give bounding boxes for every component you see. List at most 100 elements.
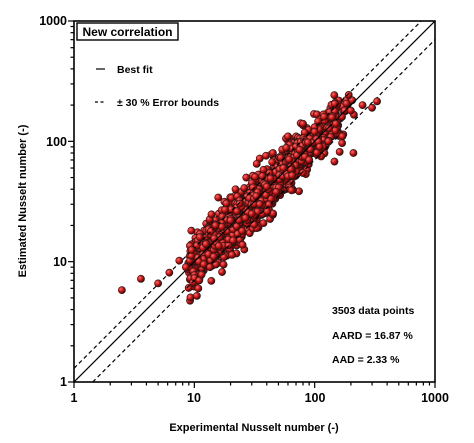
data-point	[368, 103, 376, 112]
data-point	[330, 91, 339, 100]
data-point	[259, 219, 268, 228]
data-point	[181, 263, 190, 272]
axis-ticks	[68, 20, 436, 388]
data-point	[137, 274, 145, 283]
data-points	[117, 97, 381, 300]
x-axis-label: Experimental Nusselt number (-)	[169, 422, 339, 434]
data-point	[242, 173, 251, 182]
plot-frame	[73, 20, 436, 383]
data-point	[231, 185, 240, 194]
data-point	[226, 216, 235, 225]
data-point	[218, 268, 226, 276]
data-point	[229, 236, 238, 245]
y-axis-label: Estimated Nusselt number (-)	[17, 124, 29, 277]
data-point	[262, 182, 271, 191]
data-point	[206, 263, 214, 272]
data-point	[287, 186, 296, 195]
data-point	[328, 113, 336, 122]
data-point	[272, 187, 281, 196]
x-tick-label: 1000	[421, 391, 449, 405]
data-point	[222, 199, 231, 208]
data-point	[197, 270, 206, 279]
data-point	[263, 207, 272, 216]
data-point	[324, 137, 333, 146]
data-point	[195, 233, 204, 242]
data-point	[295, 145, 304, 154]
data-point	[186, 293, 195, 302]
data-point	[187, 246, 196, 254]
data-point	[265, 200, 273, 209]
data-point	[209, 252, 218, 261]
box-label-frame	[76, 22, 179, 41]
data-point	[202, 240, 210, 248]
data-point	[268, 158, 277, 167]
data-point	[238, 240, 247, 249]
data-point	[184, 284, 193, 292]
data-point	[305, 156, 314, 164]
data-point	[306, 145, 315, 154]
data-point	[214, 242, 223, 250]
y-tick-label: 1	[60, 375, 67, 389]
data-point	[349, 149, 358, 157]
data-point	[282, 143, 291, 152]
data-point	[214, 193, 223, 202]
data-point	[299, 119, 307, 128]
data-point	[276, 153, 285, 162]
data-point	[251, 172, 260, 181]
data-point	[247, 209, 256, 218]
error-bound-line	[74, 21, 422, 369]
data-point	[249, 183, 257, 192]
data-point	[330, 157, 339, 166]
x-tick-label: 1	[71, 391, 78, 405]
data-point	[266, 174, 275, 183]
data-point	[238, 227, 247, 235]
data-point	[330, 99, 339, 108]
data-point	[241, 214, 250, 222]
data-point	[346, 106, 355, 115]
data-point	[342, 99, 351, 108]
data-point	[258, 172, 267, 180]
data-point	[325, 124, 333, 133]
data-cloud	[184, 91, 358, 305]
data-point	[165, 268, 174, 277]
data-point	[117, 286, 126, 295]
data-point	[344, 91, 353, 99]
data-point	[187, 226, 196, 235]
y-tick-label: 10	[53, 255, 67, 269]
y-tick-label: 1000	[39, 14, 67, 28]
data-point	[154, 279, 163, 288]
data-point	[255, 200, 264, 209]
data-point	[252, 159, 261, 168]
annotation-data-points: 3503 data points	[332, 305, 414, 317]
data-point	[285, 155, 294, 164]
data-point	[252, 192, 261, 200]
data-point	[211, 221, 220, 230]
data-point	[373, 97, 381, 106]
data-point	[315, 142, 324, 151]
x-tick-label: 10	[187, 391, 201, 405]
data-point	[303, 138, 312, 147]
data-point	[250, 220, 259, 229]
data-point	[331, 119, 340, 128]
data-point	[233, 207, 241, 216]
y-tick-label: 100	[46, 135, 67, 149]
data-point	[192, 291, 201, 300]
reference-lines	[74, 21, 435, 382]
data-point	[338, 132, 347, 141]
data-point	[235, 199, 244, 208]
data-point	[240, 184, 249, 192]
data-point	[338, 139, 347, 147]
data-point	[207, 210, 216, 219]
box-label: New correlation	[82, 25, 172, 39]
data-point	[269, 149, 277, 157]
data-point	[207, 276, 216, 285]
data-point	[284, 132, 292, 141]
data-point	[288, 171, 297, 180]
data-point	[219, 260, 228, 269]
legend-label-best-fit: Best fit	[117, 64, 153, 76]
data-point	[279, 164, 288, 172]
data-point	[228, 250, 236, 259]
data-point	[310, 127, 319, 136]
data-point	[221, 205, 229, 214]
data-point	[320, 112, 329, 121]
